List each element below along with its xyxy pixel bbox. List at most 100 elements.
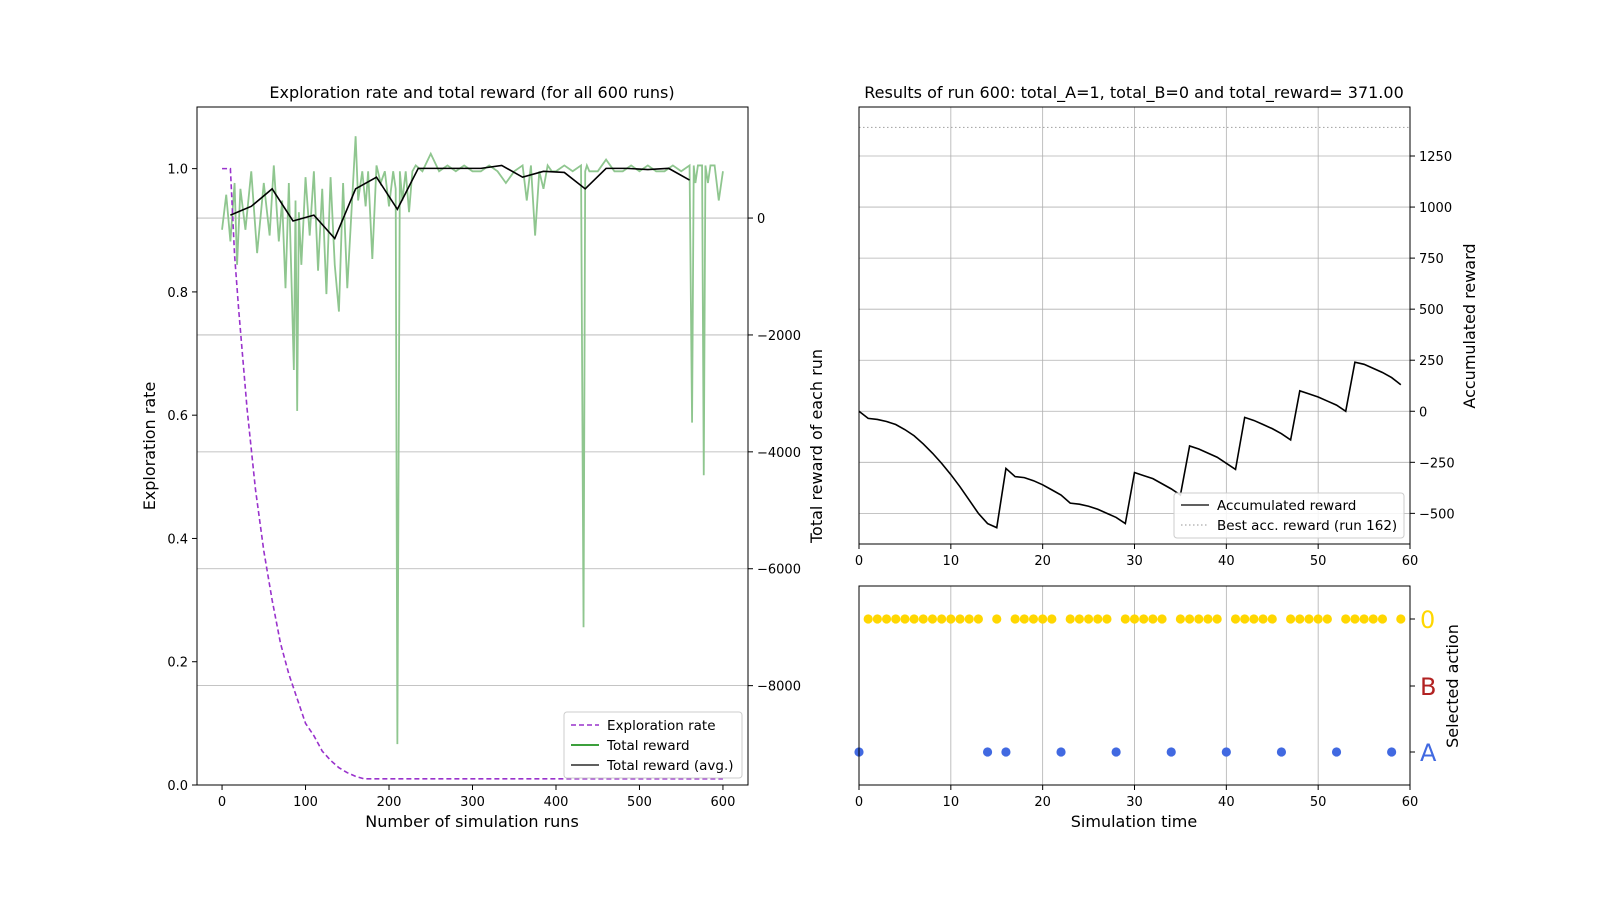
top-right-y-tick-label: 0 bbox=[1419, 405, 1427, 420]
action-A-tick-label: A bbox=[1420, 739, 1437, 767]
top-right-x-tick-label: 10 bbox=[943, 554, 960, 569]
action-0-point bbox=[1129, 614, 1140, 624]
action-A-point bbox=[1387, 747, 1397, 757]
left-x-tick-label: 400 bbox=[544, 795, 569, 810]
action-0-point bbox=[1028, 614, 1039, 624]
action-0-point bbox=[992, 614, 1002, 624]
action-0-point bbox=[1102, 614, 1112, 624]
left-x-axis-label: Number of simulation runs bbox=[365, 812, 579, 831]
action-0-point bbox=[937, 614, 947, 624]
action-0-point bbox=[1074, 614, 1084, 624]
action-0-point bbox=[1359, 614, 1369, 624]
action-0-point bbox=[1185, 614, 1195, 624]
bottom-right-x-tick-label: 0 bbox=[855, 795, 863, 810]
action-0-point bbox=[872, 614, 882, 624]
top-right-y-tick-label: 500 bbox=[1419, 303, 1444, 318]
top-right-x-tick-label: 0 bbox=[855, 554, 863, 569]
action-0-point bbox=[1267, 614, 1277, 624]
legend-accumulated-label: Accumulated reward bbox=[1217, 498, 1356, 514]
action-A-point bbox=[1001, 747, 1011, 757]
action-0-point bbox=[1304, 614, 1314, 624]
action-A-point bbox=[1166, 747, 1176, 757]
top-right-y-axis-label: Accumulated reward bbox=[1460, 243, 1479, 408]
top-right-y-tick-label: −250 bbox=[1419, 456, 1455, 471]
action-0-point bbox=[1350, 614, 1360, 624]
action-A-point bbox=[1331, 747, 1342, 757]
action-0-tick-label: 0 bbox=[1420, 606, 1435, 634]
left-y-tick-label: 0.2 bbox=[167, 656, 188, 671]
accumulated-reward-line bbox=[858, 361, 1402, 529]
action-A-point bbox=[1276, 747, 1287, 757]
left-y-tick-label: 1.0 bbox=[167, 163, 188, 178]
top-right-x-tick-label: 30 bbox=[1126, 554, 1143, 569]
exploration-rate-line bbox=[222, 167, 723, 780]
top-right-y-tick-label: 1250 bbox=[1419, 150, 1452, 165]
action-0-point bbox=[1120, 614, 1130, 624]
action-0-point bbox=[955, 614, 965, 624]
action-0-point bbox=[1157, 614, 1167, 624]
action-0-point bbox=[1010, 614, 1020, 624]
top-right-x-tick-label: 20 bbox=[1034, 554, 1051, 569]
top-right-y-tick-label: −500 bbox=[1419, 507, 1455, 522]
action-0-point bbox=[1038, 614, 1048, 624]
action-0-point bbox=[918, 614, 928, 624]
left-x-tick-label: 100 bbox=[293, 795, 318, 810]
action-A-point bbox=[1111, 747, 1121, 757]
bottom-right-chart: 0 10 20 30 40 50 60 A B 0 Simulation time Selecte… bbox=[854, 585, 1462, 831]
action-A-point bbox=[1056, 747, 1066, 757]
right-y-axis-label: Total reward of each run bbox=[807, 349, 826, 544]
legend-avg-label: Total reward (avg.) bbox=[606, 758, 734, 774]
legend-best-label: Best acc. reward (run 162) bbox=[1217, 518, 1397, 534]
top-right-y-tick-label: 250 bbox=[1419, 354, 1444, 369]
left-x-tick-label: 600 bbox=[711, 795, 736, 810]
action-0-point bbox=[1368, 614, 1378, 624]
left-x-tick-label: 200 bbox=[377, 795, 402, 810]
left-y-tick-label: 0.0 bbox=[167, 779, 188, 794]
action-0-point bbox=[927, 614, 938, 624]
bottom-right-x-tick-label: 40 bbox=[1218, 795, 1235, 810]
action-0-point bbox=[1258, 614, 1268, 624]
top-right-chart-title: Results of run 600: total_A=1, total_B=0… bbox=[864, 83, 1404, 103]
legend-total-reward-label: Total reward bbox=[606, 738, 690, 754]
action-0-point bbox=[946, 614, 956, 624]
left-plot-frame bbox=[196, 106, 749, 786]
top-right-y-tick-label: 1000 bbox=[1419, 201, 1452, 216]
total-reward-avg-line bbox=[230, 164, 690, 240]
bottom-right-x-tick-label: 30 bbox=[1126, 795, 1143, 810]
right-y-tick-label: 0 bbox=[757, 212, 765, 227]
action-0-point bbox=[1295, 614, 1305, 624]
bottom-right-x-axis-label: Simulation time bbox=[1071, 812, 1197, 831]
action-A-point bbox=[1221, 747, 1231, 757]
action-0-point bbox=[1175, 614, 1186, 624]
action-0-point bbox=[863, 614, 873, 624]
left-y-axis-label: Exploration rate bbox=[140, 382, 159, 511]
top-right-x-tick-label: 40 bbox=[1218, 554, 1235, 569]
action-0-point bbox=[1377, 614, 1388, 624]
left-y-tick-label: 0.4 bbox=[167, 532, 188, 547]
action-0-point bbox=[1047, 614, 1057, 624]
action-0-point bbox=[1240, 614, 1250, 624]
top-right-y-tick-label: 750 bbox=[1419, 252, 1444, 267]
left-x-tick-label: 0 bbox=[218, 795, 226, 810]
action-0-point bbox=[1286, 614, 1296, 624]
bottom-right-x-tick-label: 50 bbox=[1310, 795, 1327, 810]
action-0-point bbox=[964, 614, 974, 624]
action-0-point bbox=[1322, 614, 1332, 624]
action-0-point bbox=[1148, 614, 1158, 624]
action-0-point bbox=[1083, 614, 1094, 624]
left-x-tick-label: 500 bbox=[627, 795, 652, 810]
bottom-right-x-tick-label: 60 bbox=[1402, 795, 1419, 810]
action-0-point bbox=[1313, 614, 1323, 624]
top-right-legend: Accumulated reward Best acc. reward (run… bbox=[1173, 492, 1405, 539]
right-y-tick-label: −8000 bbox=[757, 680, 801, 695]
bottom-right-x-tick-label: 20 bbox=[1034, 795, 1051, 810]
bottom-right-y-axis-label: Selected action bbox=[1443, 624, 1462, 748]
action-A-point bbox=[982, 747, 993, 757]
bottom-right-x-tick-label: 10 bbox=[943, 795, 960, 810]
action-0-point bbox=[1249, 614, 1259, 624]
left-chart-title: Exploration rate and total reward (for a… bbox=[269, 83, 674, 102]
left-y-tick-label: 0.8 bbox=[167, 286, 188, 301]
left-legend: Exploration rate Total reward Total rewa… bbox=[563, 711, 743, 779]
right-y-tick-label: −6000 bbox=[757, 563, 801, 578]
